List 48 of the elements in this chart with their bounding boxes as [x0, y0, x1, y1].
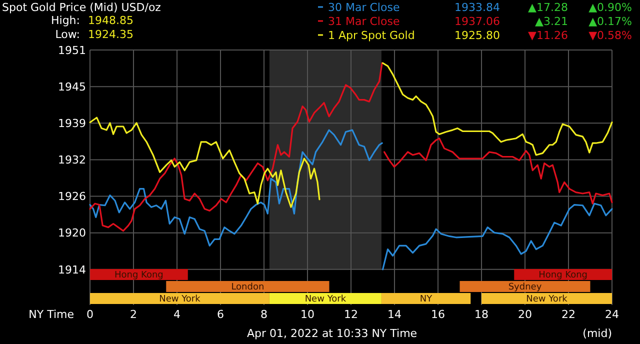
text: High:: [51, 14, 80, 27]
band-label: NY: [420, 294, 433, 305]
x-tick-label: 0: [86, 308, 94, 321]
band-label: New York: [159, 294, 202, 305]
legend-label: 1 Apr Spot Gold: [328, 29, 415, 42]
text: ▼0.58%: [588, 29, 632, 42]
text: 1933.84: [454, 1, 500, 14]
text: Apr 01, 2022 at 10:33 NY Time: [246, 327, 418, 340]
text: 1937.06: [454, 15, 500, 28]
x-tick-label: 22: [562, 308, 576, 321]
x-tick-label: 14: [388, 308, 402, 321]
text: ▲17.28: [528, 1, 568, 14]
legend-label: 31 Mar Close: [328, 15, 400, 28]
x-tick-label: 18: [474, 308, 488, 321]
x-tick-label: 10: [300, 308, 314, 321]
x-tick-label: 2: [130, 308, 137, 321]
text: ▲0.17%: [588, 15, 632, 28]
text: 1948.85: [88, 14, 134, 27]
text: 1925.80: [454, 29, 500, 42]
band-label: Sydney: [508, 282, 542, 293]
band-label: London: [231, 282, 264, 293]
x-tick-label: 4: [174, 308, 180, 321]
x-tick-label: 16: [431, 308, 445, 321]
y-tick-label: 1926: [58, 190, 86, 204]
text: (mid): [582, 327, 612, 340]
text: ▲0.90%: [588, 1, 632, 14]
x-tick-label: 12: [344, 308, 358, 321]
text: ▲3.21: [535, 15, 568, 28]
y-tick-label: 1920: [58, 226, 86, 240]
legend-label: 30 Mar Close: [328, 1, 400, 14]
band-label: New York: [304, 294, 347, 305]
band-label: Hong Kong: [538, 270, 588, 281]
x-tick-label: 8: [260, 308, 268, 321]
x-tick-label: 24: [605, 308, 619, 321]
x-axis-title: NY Time: [28, 308, 74, 321]
band-label: New York: [526, 294, 568, 305]
band-label: Hong Kong: [114, 270, 164, 281]
x-tick-label: 20: [518, 308, 532, 321]
chart-title: Spot Gold Price (Mid) USD/oz: [2, 1, 162, 14]
x-tick-label: 6: [217, 308, 224, 321]
text: ▼11.26: [528, 29, 568, 42]
y-tick-label: 1939: [58, 116, 86, 130]
y-tick-label: 1914: [58, 263, 86, 276]
text: Low:: [55, 28, 80, 41]
y-tick-label: 1951: [58, 44, 86, 57]
y-tick-label: 1932: [58, 154, 86, 167]
y-tick-label: 1945: [58, 80, 86, 94]
text: 1924.35: [88, 28, 134, 41]
